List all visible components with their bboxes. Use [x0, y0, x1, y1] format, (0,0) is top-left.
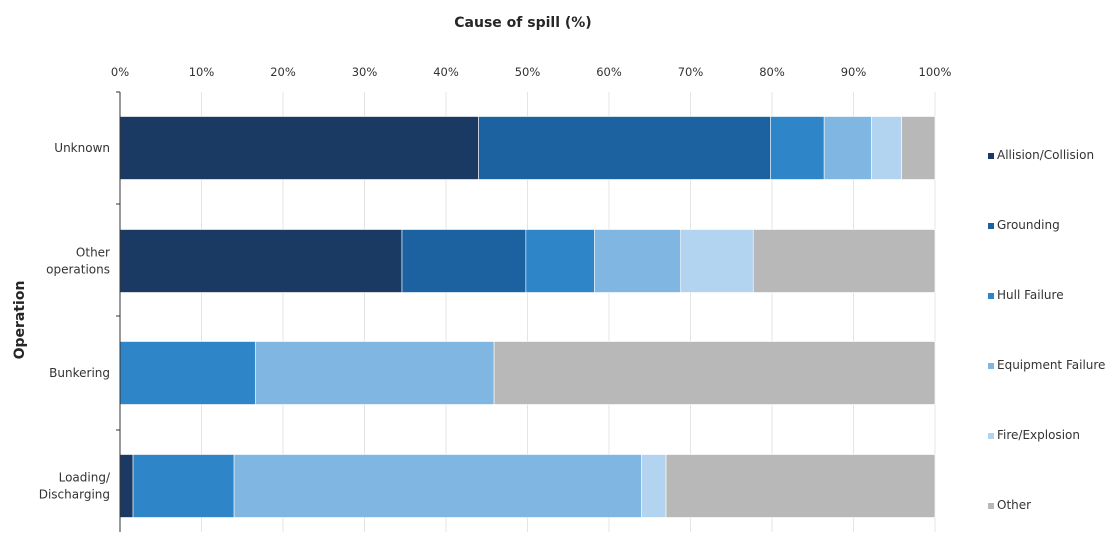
category-label: Loading/Discharging: [39, 471, 111, 502]
x-tick-label: 20%: [270, 65, 296, 79]
bar-segment: [132, 454, 235, 518]
legend-swatch: [988, 153, 994, 159]
legend-label: Allision/Collision: [997, 148, 1094, 162]
bar-segment: [594, 229, 682, 293]
bar-segment: [119, 341, 256, 405]
x-axis-ticks: 0% 10% 20% 30% 40% 50% 60% 70% 80% 90% 100%: [111, 65, 952, 79]
bar-segment: [119, 454, 134, 518]
x-axis-title: Cause of spill (%): [454, 15, 591, 31]
legend-label: Other: [997, 498, 1031, 512]
x-tick-label: 90%: [841, 65, 867, 79]
bar-segment: [401, 229, 527, 293]
bar-segment: [254, 341, 495, 405]
legend-label: Fire/Explosion: [997, 428, 1080, 442]
bar-segment: [493, 341, 936, 405]
x-tick-label: 50%: [515, 65, 541, 79]
bar-segment: [901, 116, 936, 180]
legend-swatch: [988, 223, 994, 229]
x-tick-label: 80%: [759, 65, 785, 79]
bar-segment: [525, 229, 595, 293]
category-label: Bunkering: [49, 366, 110, 380]
legend-swatch: [988, 433, 994, 439]
legend-label: Hull Failure: [997, 288, 1064, 302]
category-labels: Unknown Other operations Bunkering Loading/D…: [39, 141, 111, 502]
legend: Allision/Collision Grounding Hull Failure E…: [988, 148, 1105, 512]
x-tick-label: 40%: [433, 65, 459, 79]
x-tick-label: 100%: [919, 65, 952, 79]
bar-segment: [871, 116, 902, 180]
category-label: Unknown: [54, 141, 110, 155]
category-label: Other operations: [46, 246, 110, 277]
bar-segment: [478, 116, 771, 180]
bar-segment: [665, 454, 936, 518]
bar-segment: [770, 116, 825, 180]
x-tick-label: 0%: [111, 65, 129, 79]
x-tick-label: 70%: [678, 65, 704, 79]
bars: [119, 116, 936, 518]
legend-swatch: [988, 363, 994, 369]
bar-segment: [680, 229, 754, 293]
bar-segment: [752, 229, 936, 293]
legend-label: Grounding: [997, 218, 1060, 232]
bar-segment: [823, 116, 872, 180]
bar-segment: [641, 454, 667, 518]
x-tick-label: 10%: [189, 65, 215, 79]
bar-segment: [233, 454, 642, 518]
legend-swatch: [988, 293, 994, 299]
legend-label: Equipment Failure: [997, 358, 1105, 372]
x-tick-label: 60%: [596, 65, 622, 79]
y-axis-title: Operation: [12, 281, 28, 360]
bar-segment: [119, 229, 403, 293]
x-tick-label: 30%: [352, 65, 378, 79]
legend-swatch: [988, 503, 994, 509]
bar-segment: [119, 116, 479, 180]
